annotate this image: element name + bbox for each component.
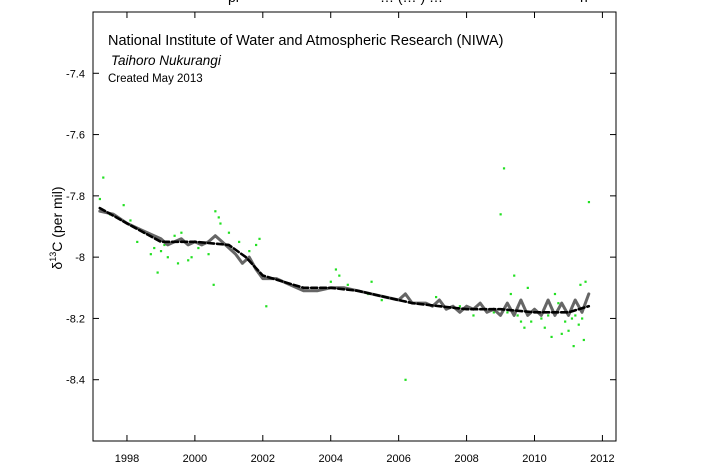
y-tick-label: -8.2 [66,313,85,325]
x-tick-label: 2012 [590,453,614,465]
data-point [550,335,553,339]
data-point [587,200,591,204]
data-point [579,283,582,286]
data-point [248,250,251,253]
data-point [513,274,516,277]
data-point [197,246,200,250]
data-point [238,240,241,244]
data-point [166,256,169,259]
x-tick-label: 2006 [386,453,410,465]
data-point [176,262,180,265]
data-point [519,320,523,323]
data-point [370,280,373,283]
data-point [560,332,563,335]
data-point [543,326,546,329]
data-point [219,222,222,225]
data-point [265,305,268,308]
data-point [502,167,506,170]
data-point [102,176,105,179]
data-point [570,317,574,320]
data-point [163,243,166,247]
data-point [255,243,258,247]
y-tick-label: -8.4 [66,375,85,387]
x-tick-label: 2010 [522,453,546,465]
data-point [227,231,231,234]
x-axis-tick-labels: 1998 2000 2002 2004 2006 2008 2010 2012 [115,453,615,465]
data-point [156,271,159,274]
data-point [574,314,577,317]
data-point [149,253,152,256]
y-tick-label: -7.6 [66,130,85,142]
data-point [506,311,509,314]
data-point [557,302,560,305]
data-point [472,314,475,317]
chart-title-fragment-left: pl [228,0,239,5]
data-point [523,326,526,329]
data-point [572,345,575,348]
data-point [338,274,341,277]
data-point [136,240,139,244]
data-point [516,314,519,317]
annotation-maori-name: Taihoro Nukurangi [111,53,222,68]
data-point [187,259,190,262]
data-point [159,250,163,253]
data-point [214,210,217,213]
data-point [547,314,550,317]
fit-lines [98,206,591,317]
y-axis-tick-labels: -7.4 -7.6 -7.8 -8 -8.2 -8.4 [66,68,85,386]
data-point [582,338,585,342]
data-point [492,311,495,314]
chart-title: … (… ) … [380,0,443,5]
data-point [212,283,215,286]
data-point [173,234,176,237]
data-point [329,280,332,283]
data-point [129,219,132,222]
data-point [346,283,349,286]
data-point [564,320,567,323]
data-point [207,253,210,256]
data-point [404,378,407,381]
y-axis-label: δ13C (per mil) [48,186,65,269]
x-tick-label: 1998 [115,453,139,465]
annotation-institute: National Institute of Water and Atmosphe… [108,33,503,49]
data-point [435,295,438,299]
data-point [334,268,338,271]
chart-title-fragment-right: ri [580,0,588,5]
data-point [567,329,570,332]
data-point [458,305,461,308]
data-point [581,317,584,320]
data-point [530,320,533,323]
data-point [190,256,193,259]
data-point [217,216,220,219]
data-point [584,280,587,283]
x-tick-label: 2000 [183,453,207,465]
y-tick-label: -8 [75,252,85,264]
data-point [577,323,580,326]
data-point [122,204,125,207]
y-tick-label: -7.4 [66,68,85,80]
plot-area [92,11,617,442]
data-point [258,237,261,240]
data-point [540,317,543,320]
data-point [553,292,557,296]
x-tick-label: 2004 [318,453,342,465]
data-point [526,286,529,289]
data-point [180,231,183,234]
annotation-created-date: Created May 2013 [108,73,203,85]
y-tick-label: -7.8 [66,191,85,203]
data-point [98,197,101,201]
data-point [499,213,502,216]
x-tick-label: 2008 [454,453,478,465]
data-point [509,292,512,296]
x-tick-label: 2002 [251,453,275,465]
trend-line [98,206,591,314]
data-point [153,246,156,250]
data-point [380,299,383,302]
axis-ticks [93,12,616,441]
